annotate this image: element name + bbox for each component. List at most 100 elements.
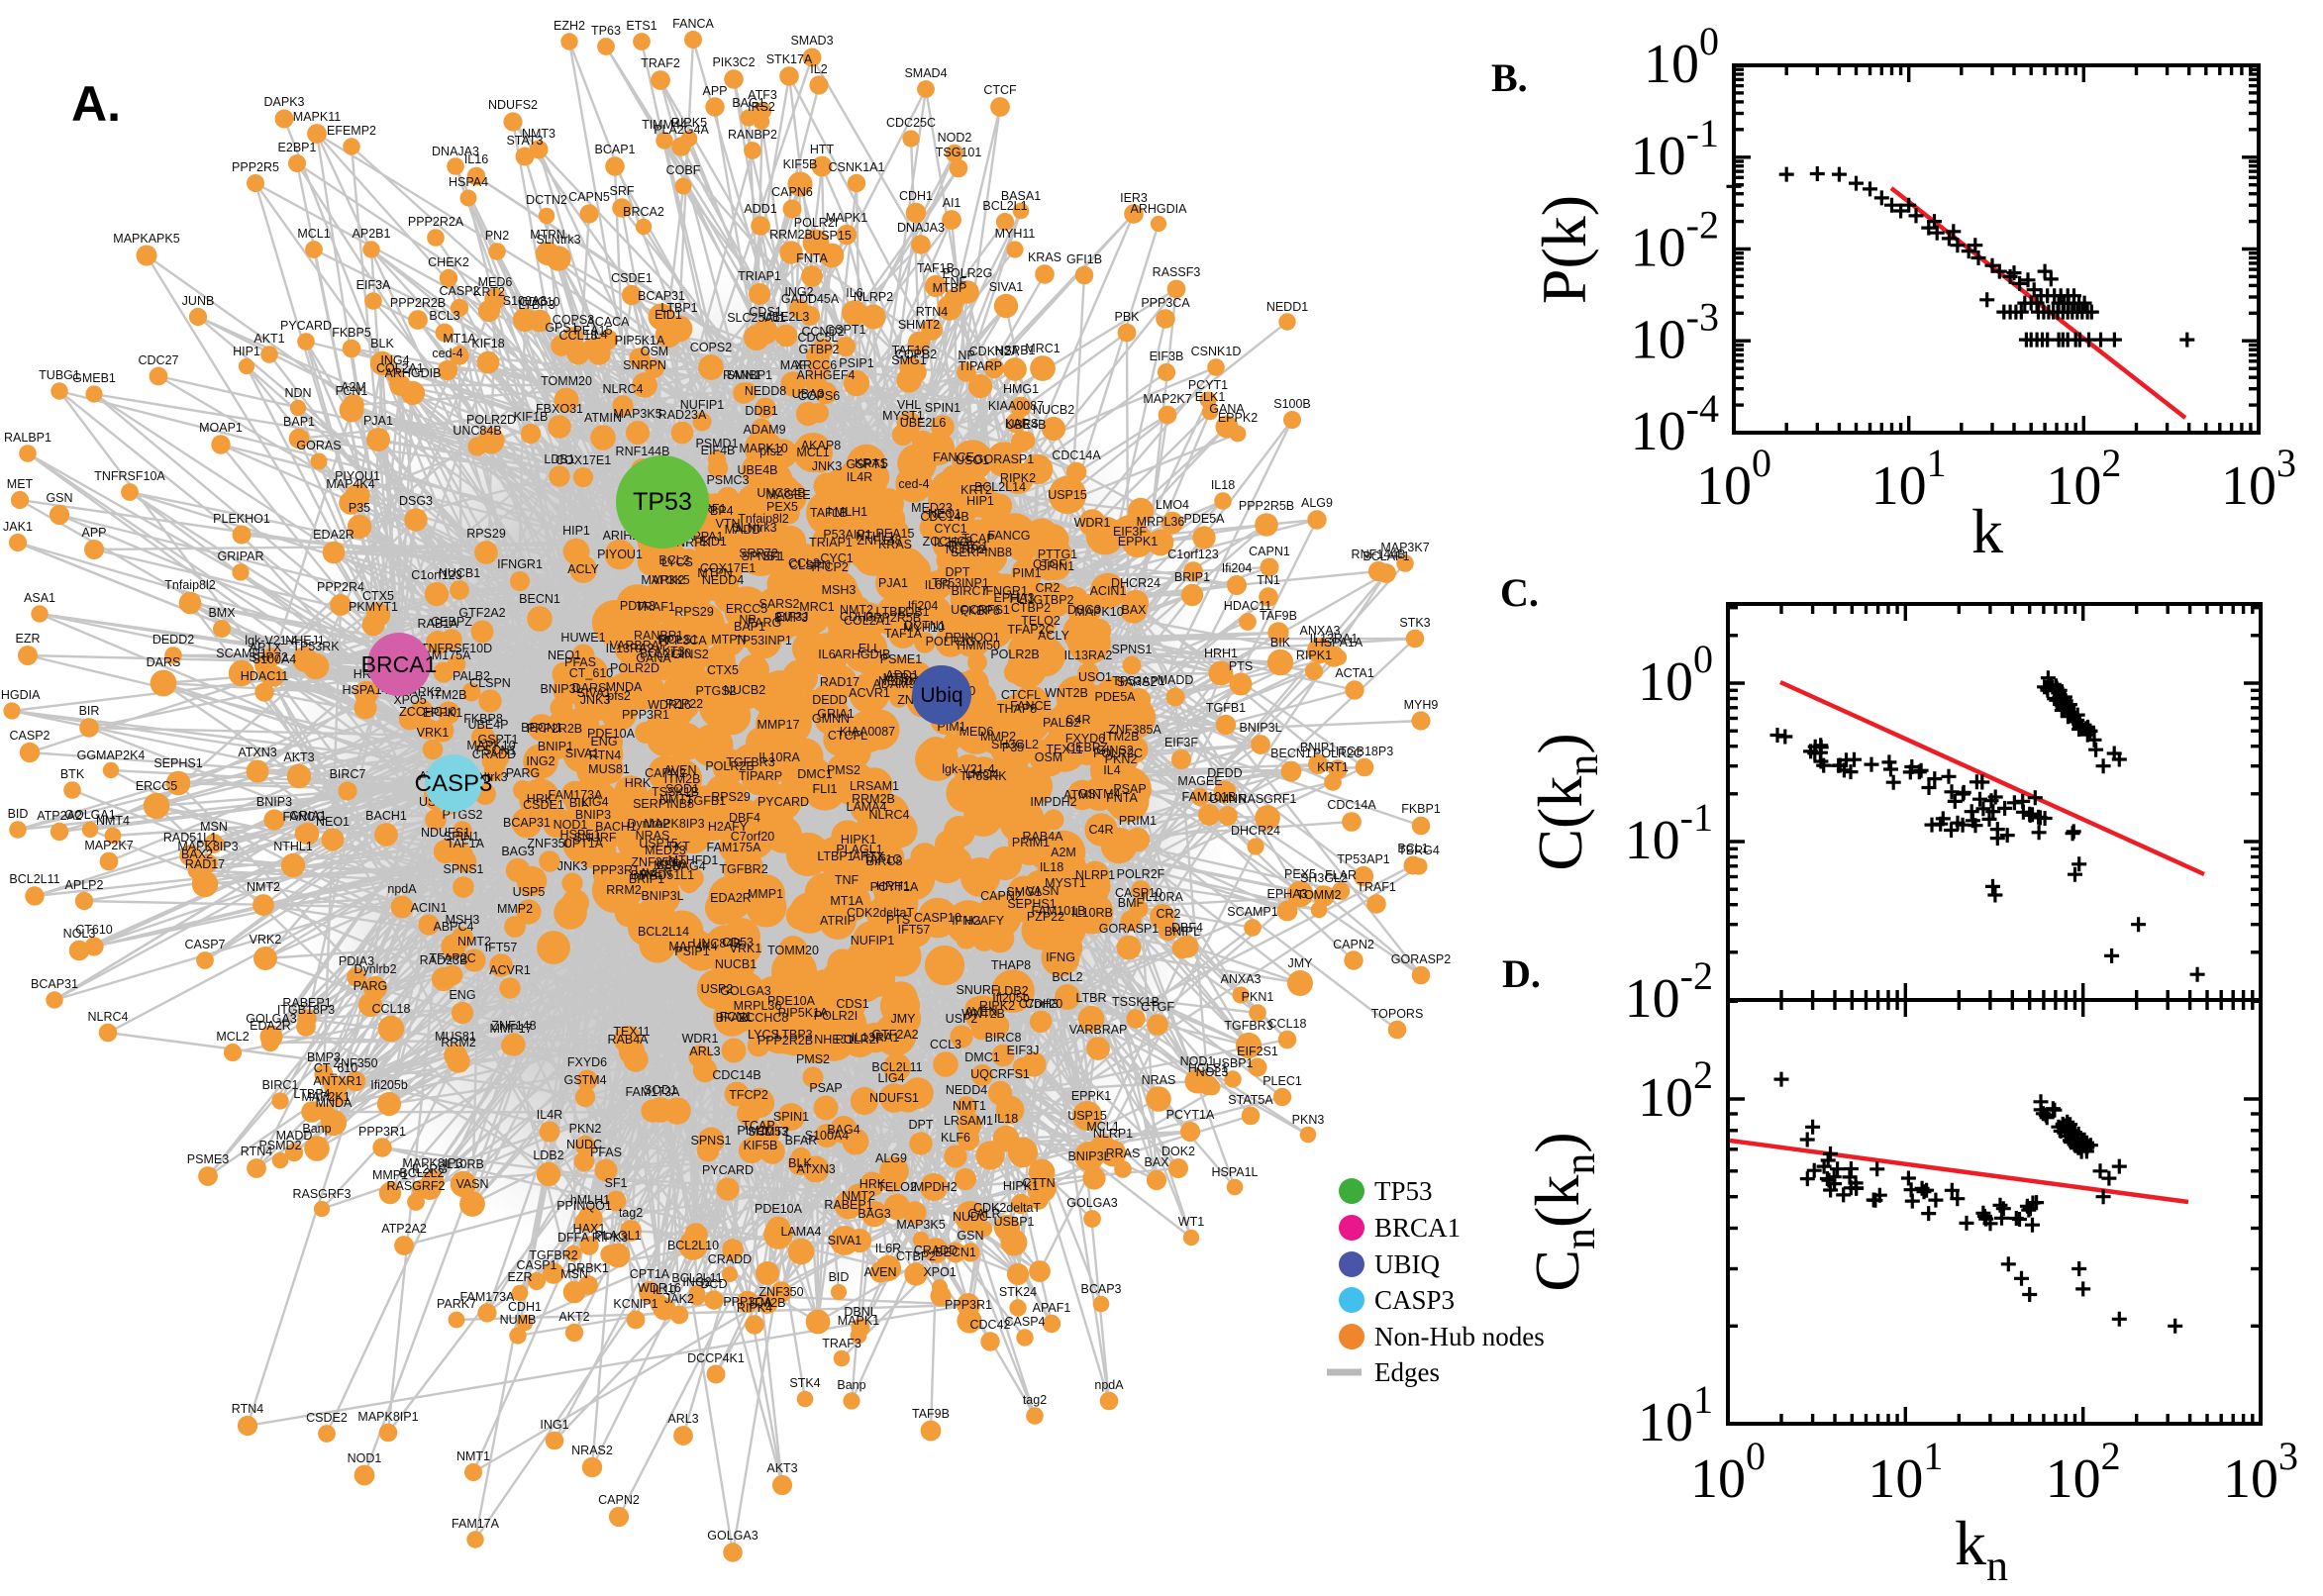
svg-text:CHEK2: CHEK2 (428, 255, 469, 269)
svg-text:PDE5A: PDE5A (1184, 512, 1226, 526)
svg-text:TGFBR3: TGFBR3 (726, 755, 774, 769)
svg-text:TN1: TN1 (1257, 573, 1280, 587)
svg-text:H2AFY: H2AFY (708, 820, 749, 834)
svg-text:MAP2K1: MAP2K1 (301, 1090, 350, 1104)
svg-text:AI1: AI1 (943, 196, 961, 210)
svg-text:CDH3: CDH3 (1025, 997, 1059, 1011)
svg-text:TRAF1: TRAF1 (1357, 880, 1396, 894)
svg-text:APP: APP (81, 526, 106, 540)
svg-text:BFAR: BFAR (716, 1011, 749, 1025)
svg-text:TP53: TP53 (633, 488, 692, 516)
svg-text:LMO4: LMO4 (1156, 498, 1189, 512)
svg-text:RIPK5: RIPK5 (671, 116, 707, 130)
svg-text:MSH3: MSH3 (822, 583, 857, 597)
svg-text:hMLH1: hMLH1 (828, 505, 867, 519)
svg-text:KIF5B: KIF5B (783, 157, 818, 171)
svg-text:IL13RA1: IL13RA1 (852, 1031, 900, 1045)
svg-text:lgk-V21-4: lgk-V21-4 (942, 762, 995, 776)
svg-text:PARK7: PARK7 (437, 1297, 476, 1311)
svg-text:RTN4: RTN4 (916, 305, 948, 319)
svg-text:EDA2R: EDA2R (250, 1019, 291, 1033)
svg-text:BECN1: BECN1 (935, 1246, 976, 1259)
svg-text:hMLH1: hMLH1 (570, 1193, 610, 1207)
svg-text:lgk-V21-4: lgk-V21-4 (245, 634, 298, 648)
svg-text:IL18: IL18 (1040, 860, 1063, 874)
svg-text:PPP3CA: PPP3CA (1141, 296, 1190, 310)
svg-text:LDB2: LDB2 (533, 1148, 563, 1162)
svg-text:Ubiq: Ubiq (920, 684, 962, 707)
svg-text:PIYOU1: PIYOU1 (597, 548, 643, 561)
svg-text:PIYOU1: PIYOU1 (335, 469, 380, 483)
svg-text:POLR2G: POLR2G (926, 635, 976, 648)
svg-text:GFI1B: GFI1B (1066, 252, 1102, 266)
svg-text:NDN: NDN (284, 386, 311, 400)
svg-text:CAPN2: CAPN2 (645, 766, 686, 780)
svg-text:USP5: USP5 (513, 885, 546, 899)
svg-text:USP15: USP15 (1048, 488, 1087, 502)
svg-text:PSMD1: PSMD1 (695, 437, 738, 450)
svg-text:RASGRF1: RASGRF1 (1238, 792, 1296, 806)
svg-text:ACVR1: ACVR1 (489, 963, 531, 977)
svg-text:HSPA1A: HSPA1A (1315, 636, 1364, 649)
svg-text:STAT5A: STAT5A (1228, 1093, 1273, 1107)
svg-text:BCL2L14: BCL2L14 (638, 925, 689, 939)
svg-text:PRIM1: PRIM1 (1012, 836, 1050, 849)
svg-text:CSDE1: CSDE1 (611, 271, 653, 285)
svg-text:EFEMP2: EFEMP2 (327, 124, 376, 138)
svg-text:MSN: MSN (200, 820, 228, 834)
svg-text:CASP3: CASP3 (1374, 1285, 1455, 1315)
svg-text:BNIP3L: BNIP3L (1067, 1149, 1110, 1163)
svg-text:UBE2L6: UBE2L6 (900, 416, 947, 430)
svg-text:PTS: PTS (1229, 659, 1253, 673)
svg-text:DEDD2: DEDD2 (152, 633, 194, 647)
svg-text:SIVA1: SIVA1 (565, 747, 600, 760)
svg-text:CDC5L: CDC5L (798, 331, 839, 345)
svg-text:GTBP2: GTBP2 (799, 343, 840, 356)
svg-text:MMP1: MMP1 (748, 887, 783, 901)
svg-text:GSTM4: GSTM4 (563, 1073, 606, 1087)
svg-text:B.: B. (1491, 55, 1528, 100)
svg-text:GORASP2: GORASP2 (1391, 952, 1451, 966)
svg-text:GRIA1: GRIA1 (817, 707, 855, 721)
svg-text:RNF144B: RNF144B (1352, 548, 1406, 561)
svg-text:GMEB1: GMEB1 (72, 371, 116, 385)
svg-text:TIPARP: TIPARP (739, 769, 782, 783)
svg-text:FAM17A: FAM17A (452, 1517, 500, 1531)
svg-text:ING4: ING4 (380, 353, 409, 367)
svg-text:STK3: STK3 (1399, 616, 1430, 630)
svg-text:HMG1: HMG1 (1003, 382, 1039, 396)
svg-text:NEDD8: NEDD8 (745, 384, 786, 398)
svg-text:TNFRSF10A: TNFRSF10A (94, 469, 165, 483)
svg-text:COBF: COBF (666, 163, 701, 177)
svg-text:GGMAP2K4: GGMAP2K4 (77, 748, 146, 762)
svg-text:PCYT1A: PCYT1A (1166, 1108, 1215, 1122)
svg-text:FSCN1: FSCN1 (476, 744, 517, 757)
svg-text:UNC84B: UNC84B (757, 486, 805, 500)
svg-text:FKBP1: FKBP1 (1401, 802, 1441, 816)
svg-text:BIR: BIR (79, 704, 100, 718)
svg-text:PFAS: PFAS (564, 655, 596, 669)
svg-text:RANBP2: RANBP2 (728, 128, 777, 142)
svg-text:NUCB2: NUCB2 (1033, 403, 1074, 417)
svg-text:FNTA: FNTA (1106, 791, 1138, 805)
svg-text:MOAP1: MOAP1 (199, 421, 243, 435)
svg-text:MAP3K5: MAP3K5 (613, 407, 661, 421)
svg-text:ELK1: ELK1 (1195, 390, 1226, 404)
svg-text:DSG3: DSG3 (399, 494, 433, 508)
svg-text:SF1: SF1 (605, 1176, 628, 1190)
svg-text:NLRC4: NLRC4 (603, 382, 644, 396)
svg-text:SIVA1: SIVA1 (828, 1234, 862, 1247)
svg-text:VRK2: VRK2 (653, 573, 685, 587)
svg-text:PPP2R2A: PPP2R2A (408, 215, 464, 229)
svg-text:KCNIP1: KCNIP1 (613, 1297, 657, 1311)
svg-text:TOMM20: TOMM20 (541, 374, 592, 388)
svg-text:ACLY: ACLY (567, 562, 599, 576)
svg-text:HDAC11: HDAC11 (241, 669, 288, 683)
svg-text:PIP5K1A: PIP5K1A (615, 334, 665, 348)
svg-text:Tnfaip8l2: Tnfaip8l2 (164, 578, 215, 592)
svg-text:NMT2: NMT2 (842, 1189, 875, 1203)
svg-text:MAPK11: MAPK11 (293, 110, 341, 124)
svg-text:IL6R: IL6R (875, 1242, 901, 1255)
svg-text:BCAP31: BCAP31 (31, 977, 78, 991)
svg-text:NOD1: NOD1 (348, 1451, 382, 1465)
